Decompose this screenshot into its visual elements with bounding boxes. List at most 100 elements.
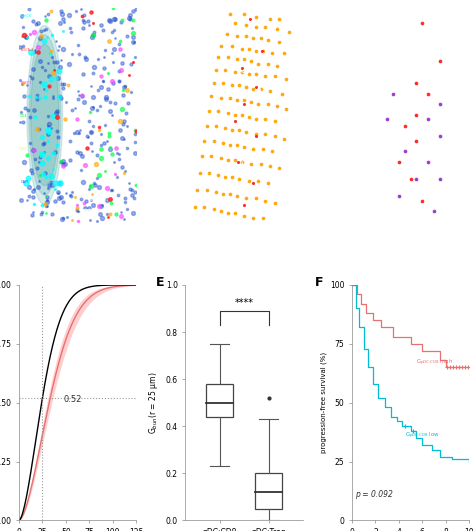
Point (221, 124, 229, 132)
Point (413, 111, 420, 119)
Text: BDCA-2: BDCA-2 (20, 48, 34, 52)
Point (226, 93, 234, 102)
Point (217, 42, 225, 51)
Point (215, 53, 222, 62)
Point (231, 209, 238, 218)
Point (252, 23, 260, 31)
Point (250, 145, 257, 153)
Point (240, 96, 248, 104)
Point (383, 115, 391, 124)
Point (193, 186, 201, 194)
Point (217, 153, 225, 162)
Point (233, 96, 241, 104)
Point (436, 57, 444, 66)
Point (236, 175, 243, 183)
Point (219, 190, 227, 199)
Point (219, 79, 227, 87)
Point (203, 122, 210, 130)
Point (246, 14, 254, 23)
Point (212, 188, 220, 196)
Point (257, 33, 264, 42)
Point (224, 209, 231, 218)
Point (262, 72, 269, 81)
Text: G$_{pDC·CD8}$ low: G$_{pDC·CD8}$ low (405, 431, 439, 441)
Point (395, 158, 403, 166)
Text: DAPI: DAPI (20, 180, 28, 184)
Point (255, 59, 262, 68)
Point (266, 162, 273, 170)
Point (262, 130, 269, 139)
Point (201, 203, 208, 211)
Text: FOXP3: FOXP3 (20, 81, 31, 85)
Point (217, 93, 225, 102)
Point (208, 151, 215, 160)
Text: F: F (314, 276, 323, 288)
Point (255, 177, 262, 186)
Point (389, 89, 397, 98)
Point (436, 175, 444, 183)
Point (238, 158, 246, 166)
Point (236, 126, 243, 134)
Point (208, 91, 215, 100)
Point (205, 106, 213, 115)
Point (250, 179, 257, 188)
Point (419, 196, 426, 205)
Point (243, 194, 250, 203)
Text: C: C (355, 11, 363, 21)
Polygon shape (27, 25, 63, 204)
Point (283, 74, 290, 83)
Point (401, 147, 409, 156)
Text: B: B (188, 11, 196, 21)
Polygon shape (29, 35, 61, 195)
Text: 25 μm: 25 μm (90, 196, 105, 202)
Point (191, 203, 199, 211)
Point (224, 156, 231, 164)
Point (275, 164, 283, 173)
Point (436, 100, 444, 108)
Point (268, 49, 276, 57)
Point (275, 14, 283, 23)
Point (201, 136, 208, 145)
Point (226, 10, 234, 19)
Point (401, 122, 409, 130)
Text: CD4: CD4 (20, 114, 27, 118)
Point (259, 145, 267, 153)
Point (231, 111, 238, 119)
Point (233, 192, 241, 201)
Point (238, 45, 246, 53)
Point (245, 45, 253, 53)
Point (243, 21, 250, 29)
Point (238, 68, 246, 76)
Point (264, 100, 271, 108)
Point (262, 196, 269, 205)
Text: 0.52: 0.52 (63, 395, 82, 404)
Point (252, 70, 260, 79)
Point (231, 68, 238, 76)
Point (221, 66, 229, 74)
Point (228, 173, 236, 181)
Point (240, 55, 248, 64)
Point (266, 87, 273, 96)
Point (250, 33, 257, 42)
Point (278, 89, 285, 98)
Point (280, 49, 288, 57)
Polygon shape (31, 45, 59, 186)
Point (210, 205, 218, 213)
Point (273, 102, 281, 110)
Point (240, 10, 248, 19)
Point (257, 160, 264, 168)
Point (210, 136, 218, 145)
Point (264, 179, 271, 188)
Point (245, 70, 253, 79)
Point (228, 81, 236, 89)
Point (245, 113, 253, 122)
Point (221, 173, 229, 181)
Point (430, 207, 438, 216)
Point (210, 79, 218, 87)
Point (224, 53, 231, 62)
Point (212, 66, 220, 74)
Point (247, 57, 255, 66)
Y-axis label: G$_{bun}$(r = 25 μm): G$_{bun}$(r = 25 μm) (147, 371, 160, 434)
Point (257, 85, 264, 93)
Point (264, 59, 271, 68)
